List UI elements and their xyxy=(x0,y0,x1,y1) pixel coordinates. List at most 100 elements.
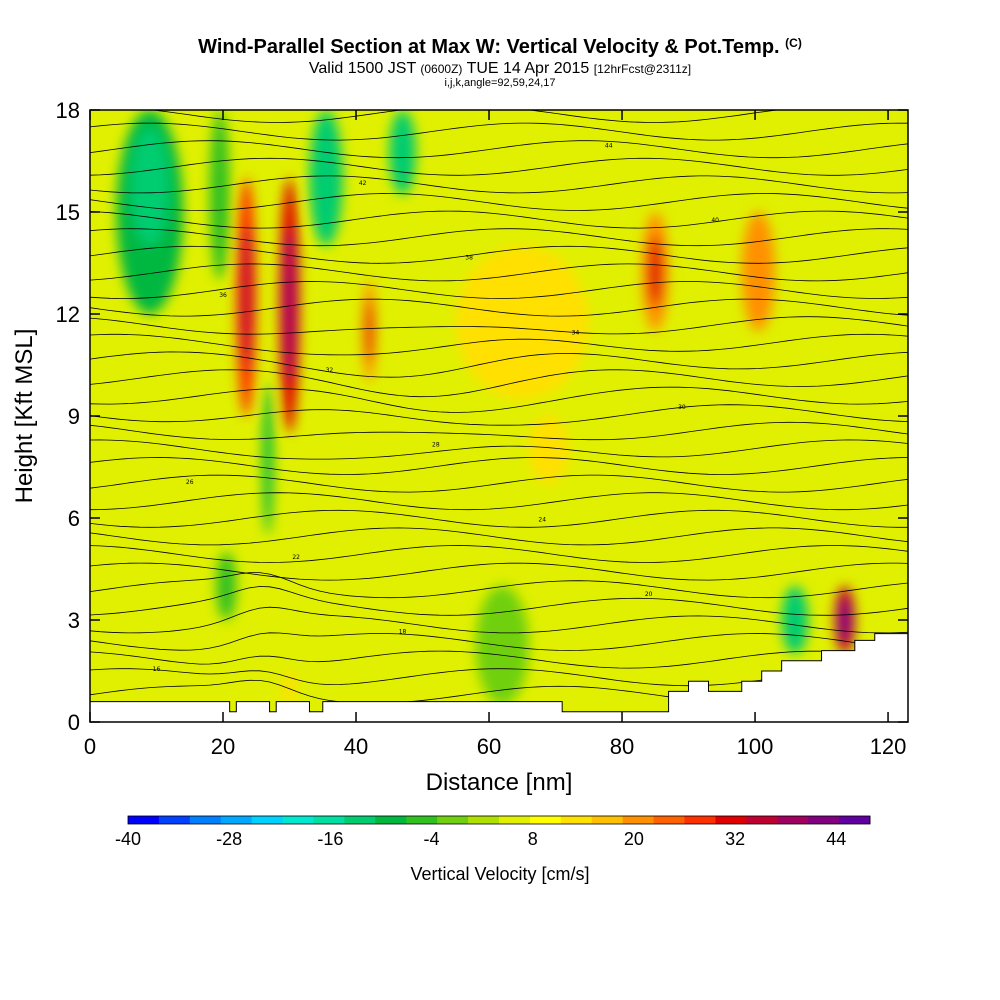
y-tick-label-9: 9 xyxy=(68,404,80,429)
contour-label-3: 22 xyxy=(292,554,300,561)
colorbar-swatch-19 xyxy=(715,816,747,824)
isentrope-27 xyxy=(90,210,908,229)
colorbar-swatch-6 xyxy=(313,816,345,824)
contour-label-11: 38 xyxy=(465,255,473,262)
title-mark: (C) xyxy=(785,36,802,50)
colorbar-swatch-8 xyxy=(375,816,407,824)
colorbar-swatch-21 xyxy=(777,816,809,824)
contour-label-5: 26 xyxy=(186,479,194,486)
x-tick-label-80: 80 xyxy=(610,734,634,759)
theta-contour-labels: 16 18 20 22 24 26 28 30 32 34 36 38 40 42 44 xyxy=(153,142,719,673)
colorbar-label-1: -28 xyxy=(216,829,242,849)
isentrope-20 xyxy=(90,333,908,356)
isentrope-18 xyxy=(90,369,908,398)
indices-label: i,j,k,angle=92,59,24,17 xyxy=(444,77,556,89)
y-axis-label: Height [Kft MSL] xyxy=(11,329,38,504)
x-axis: 0 20 40 60 80 100 120 xyxy=(84,110,907,759)
isentrope-14 xyxy=(90,439,908,460)
colorbar-swatch-1 xyxy=(158,816,191,824)
velocity-cell-16 xyxy=(528,416,569,484)
x-tick-label-0: 0 xyxy=(84,734,96,759)
isentrope-19 xyxy=(90,351,908,378)
x-tick-label-60: 60 xyxy=(477,734,501,759)
colorbar-swatch-4 xyxy=(251,816,284,824)
isentrope-7 xyxy=(90,562,908,581)
colorbar-label-3: -4 xyxy=(424,829,440,849)
colorbar-swatch-18 xyxy=(684,816,716,824)
velocity-cell-4 xyxy=(389,110,416,195)
valid-prefix: Valid 1500 JST xyxy=(308,60,416,77)
colorbar-swatch-11 xyxy=(468,816,500,824)
isentrope-16 xyxy=(90,404,908,426)
contour-label-9: 34 xyxy=(572,329,580,336)
isentrope-9 xyxy=(90,527,908,546)
isentrope-11 xyxy=(90,492,908,511)
colorbar-title: Vertical Velocity [cm/s] xyxy=(410,864,589,884)
isentrope-22 xyxy=(90,298,908,317)
x-axis-label: Distance [nm] xyxy=(426,769,573,796)
colorbar-swatch-7 xyxy=(344,816,376,824)
valid-utc: (0600Z) xyxy=(420,62,463,76)
isentrope-24 xyxy=(90,263,908,282)
colorbar-swatch-23 xyxy=(839,816,871,824)
colorbar-swatch-9 xyxy=(406,816,438,824)
x-tick-label-100: 100 xyxy=(737,734,774,759)
colorbar-swatch-12 xyxy=(499,816,531,824)
colorbar: -40 -28 -16 -4 8 20 32 44 xyxy=(115,815,871,849)
colorbar-label-4: 8 xyxy=(528,829,538,849)
isentrope-4 xyxy=(90,606,908,634)
forecast-label: [12hrFcst@2311z] xyxy=(593,62,692,76)
contour-label-12: 40 xyxy=(711,217,719,224)
velocity-cell-7 xyxy=(781,586,809,654)
velocity-core-8 xyxy=(240,225,252,369)
isentrope-15 xyxy=(90,421,908,441)
chart-title: Wind-Parallel Section at Max W: Vertical… xyxy=(0,36,1000,59)
colorbar-frame xyxy=(127,815,871,825)
contour-label-8: 32 xyxy=(326,367,334,374)
isentrope-17 xyxy=(90,386,908,413)
colorbar-swatch-20 xyxy=(746,816,778,824)
isentrope-30 xyxy=(90,157,908,176)
contour-label-6: 28 xyxy=(432,442,440,449)
velocity-cell-2 xyxy=(209,110,230,280)
isentrope-8 xyxy=(90,545,908,563)
velocity-cell-6 xyxy=(216,552,237,620)
isentrope-32 xyxy=(90,122,908,141)
colorbar-swatch-13 xyxy=(529,816,562,824)
colorbar-swatch-2 xyxy=(189,816,222,824)
colorbar-swatch-17 xyxy=(653,816,685,824)
contour-label-10: 36 xyxy=(219,292,227,299)
colorbar-swatch-5 xyxy=(282,816,314,824)
theta-contours xyxy=(90,110,908,704)
colorbar-label-0: -40 xyxy=(115,829,141,849)
isentrope-13 xyxy=(90,457,908,475)
colorbar-label-2: -16 xyxy=(317,829,343,849)
velocity-cell-5 xyxy=(262,382,273,535)
y-tick-label-18: 18 xyxy=(56,98,80,123)
contour-label-2: 20 xyxy=(645,591,653,598)
velocity-core-14 xyxy=(839,599,851,641)
y-tick-label-12: 12 xyxy=(56,302,80,327)
isentrope-25 xyxy=(90,245,908,264)
contour-label-13: 42 xyxy=(359,180,367,187)
colorbar-swatch-10 xyxy=(437,816,469,824)
plot-area: 16 18 20 22 24 26 28 30 32 34 36 38 40 42 44 xyxy=(89,109,909,723)
y-tick-label-0: 0 xyxy=(68,710,80,735)
colorbar-swatch-14 xyxy=(560,816,593,824)
colorbar-swatch-16 xyxy=(622,816,655,824)
isentrope-26 xyxy=(90,228,908,247)
colorbar-label-6: 32 xyxy=(725,829,745,849)
x-tick-label-40: 40 xyxy=(344,734,368,759)
isentrope-29 xyxy=(90,175,908,194)
isentrope-3 xyxy=(90,632,908,651)
isentrope-21 xyxy=(90,316,908,335)
contour-label-1: 18 xyxy=(399,629,407,636)
x-tick-label-120: 120 xyxy=(870,734,907,759)
contour-label-14: 44 xyxy=(605,142,613,149)
colorbar-label-7: 44 xyxy=(826,829,846,849)
y-tick-label-15: 15 xyxy=(56,200,80,225)
colorbar-label-5: 20 xyxy=(624,829,644,849)
isentrope-28 xyxy=(90,193,908,211)
colorbar-swatch-15 xyxy=(591,816,624,824)
